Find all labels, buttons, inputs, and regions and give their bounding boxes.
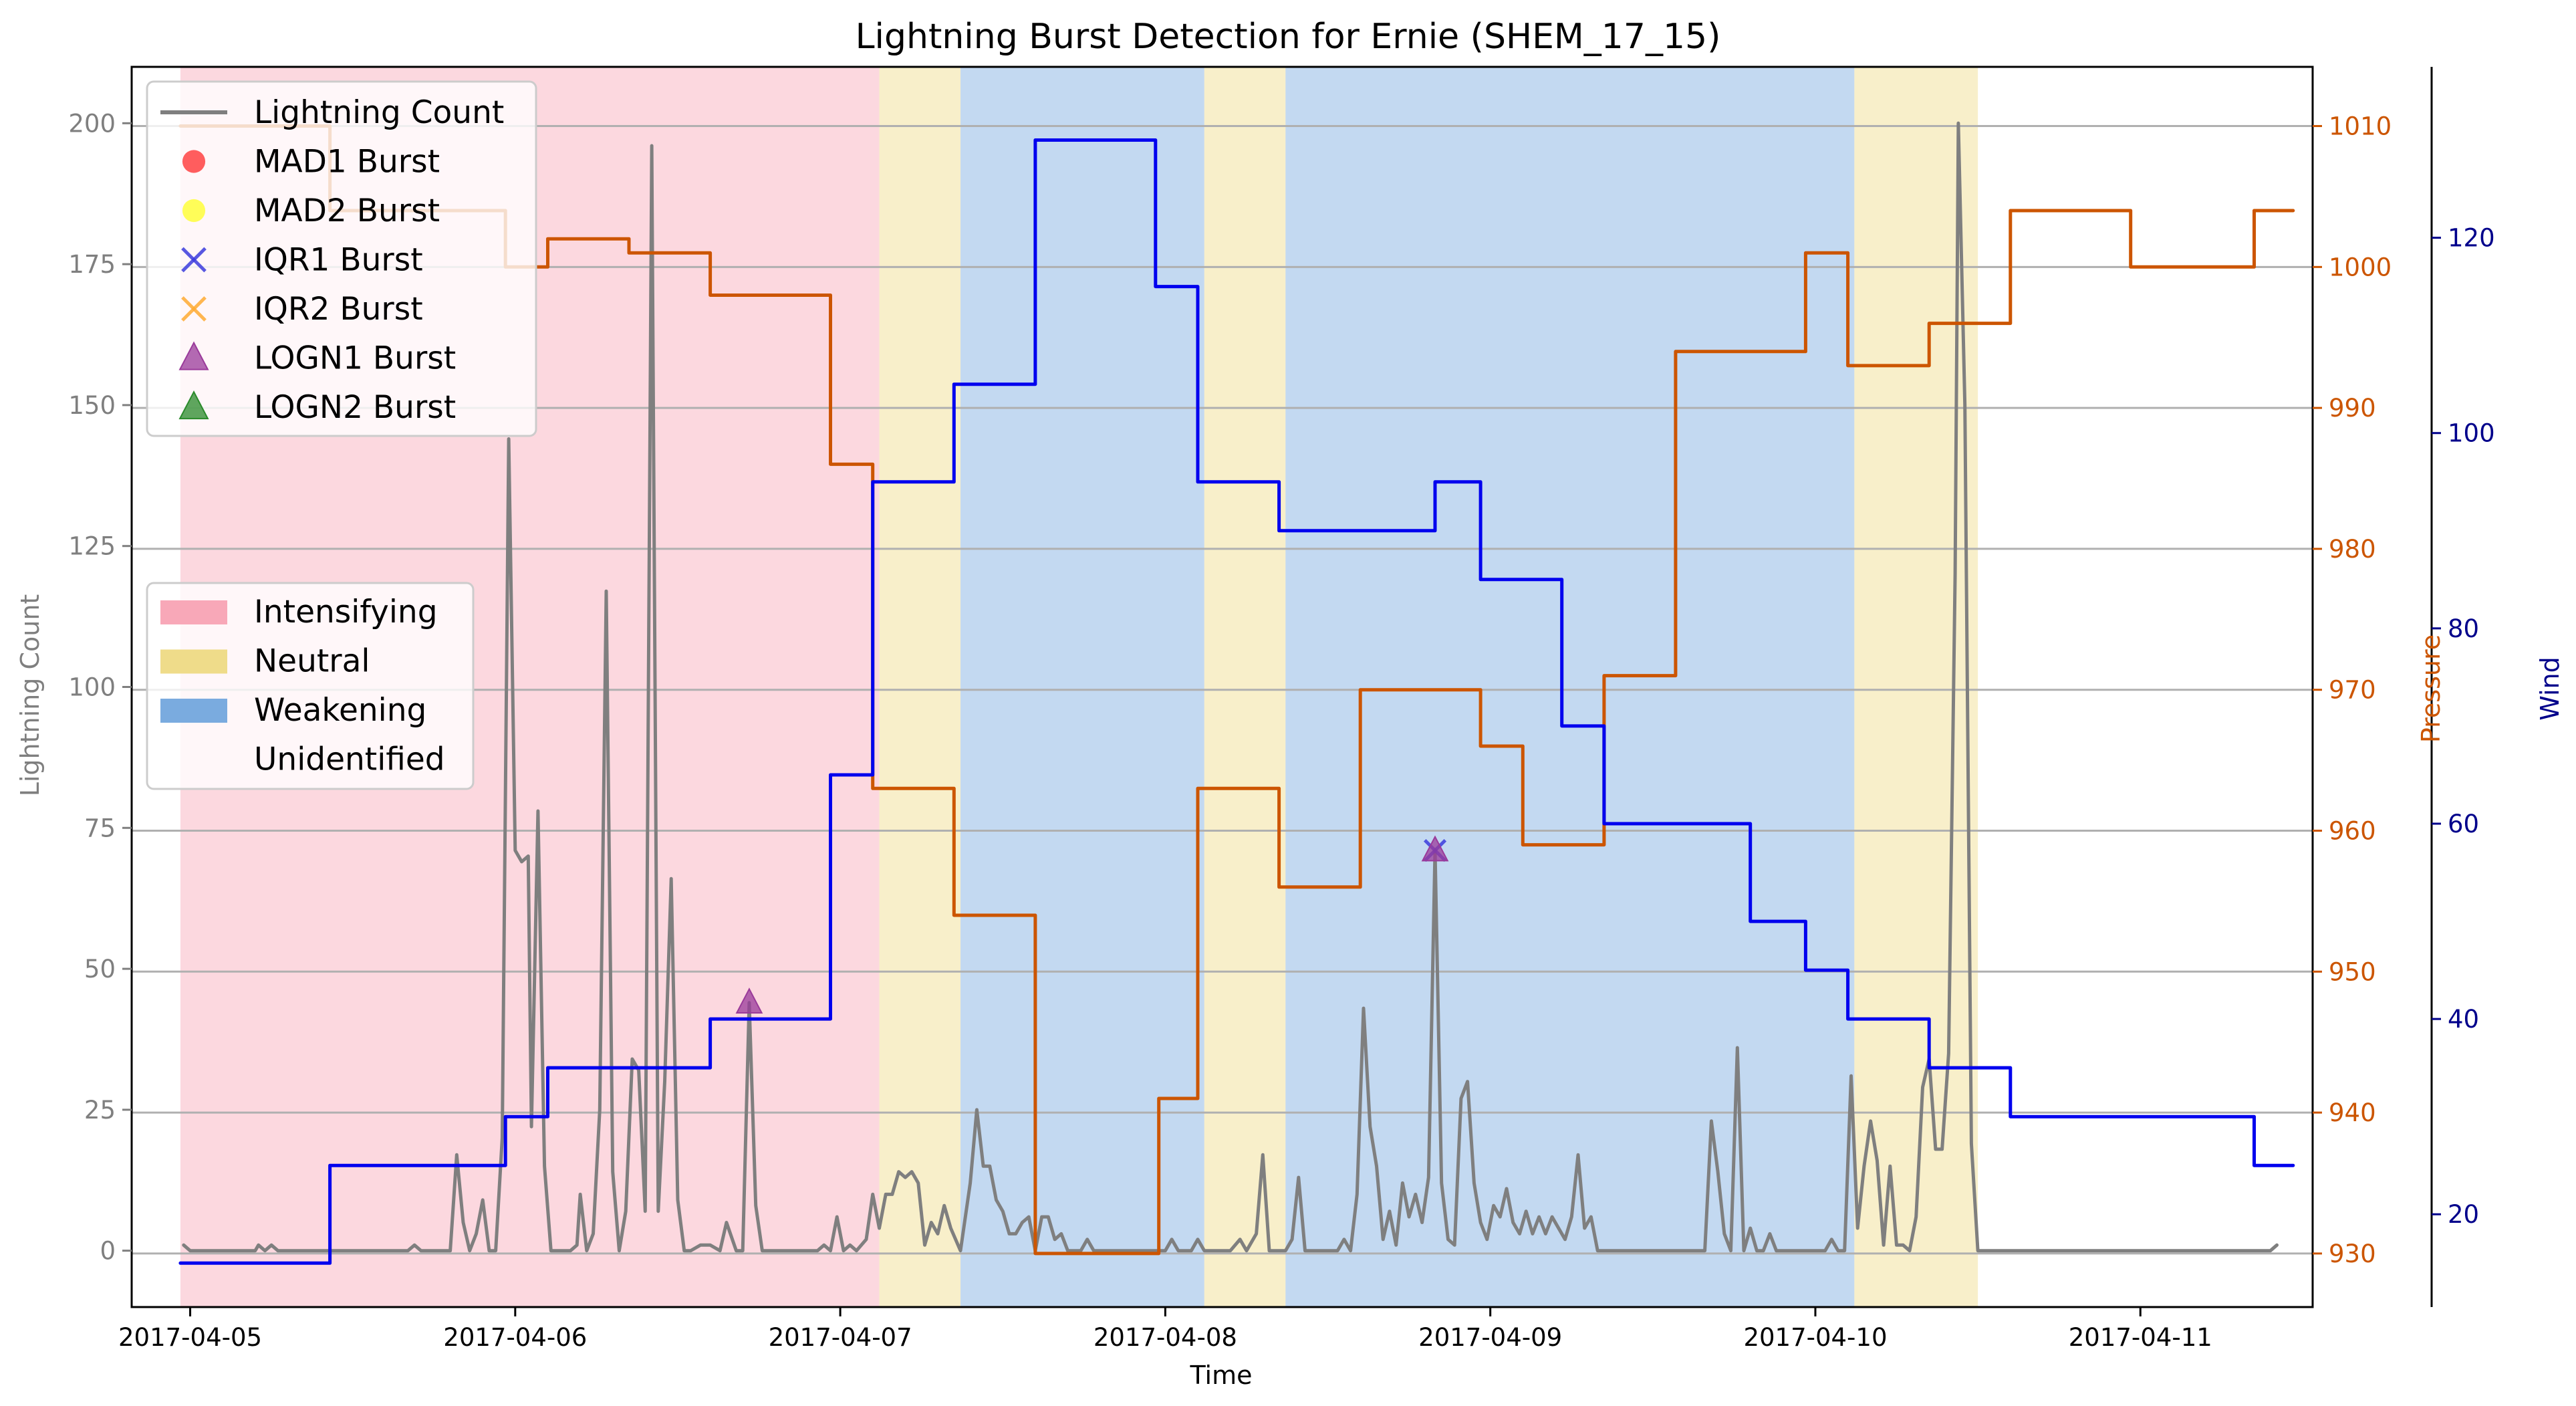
x-tick-label: 2017-04-11 [2069,1323,2212,1352]
y-tick-label-pressure: 930 [2329,1240,2376,1268]
legend-swatch-x-stroke [181,296,207,322]
legend-item-label: LOGN1 Burst [254,340,456,377]
legend-item-label: Lightning Count [254,94,504,131]
legends: Lightning Count MAD1 Burst MAD2 Burst IQR1 … [146,80,537,790]
y-tick-label-left: 150 [68,391,116,420]
legend-item-label: IQR1 Burst [254,242,423,279]
legend-swatch-patch [160,600,227,624]
legend-swatch-x-stroke [181,247,207,273]
y-tick-label-left: 25 [84,1096,116,1125]
y-tick-label-wind: 80 [2448,614,2479,643]
x-tick-label: 2017-04-06 [443,1323,587,1352]
burst-markers [735,835,1449,1014]
y-tick-label-left: 100 [68,673,116,702]
y-axis-label-left: Lightning Count [15,594,45,797]
series-line-wind [178,138,2295,1265]
y-axis-label-wind: Wind [2535,657,2565,721]
x-tick-label: 2017-04-09 [1418,1323,1562,1352]
legend-item: LOGN1 Burst [178,340,456,377]
y-tick-label-wind: 60 [2448,810,2479,838]
legend-swatch-triangle [178,341,209,370]
y-tick-label-left: 50 [84,955,116,983]
legend-item: MAD1 Burst [182,144,440,181]
phase-band-weakening [1285,67,1855,1307]
series-line-lightning-count [182,121,2279,1253]
y-tick-label-pressure: 940 [2329,1098,2376,1127]
y-tick-label-left: 200 [68,109,116,138]
burst-marker-logn1 [735,987,763,1014]
x-tick-label: 2017-04-05 [118,1323,262,1352]
legend-item: Weakening [160,692,426,729]
series-lines [178,121,2295,1265]
y-tick-label-pressure: 980 [2329,535,2376,564]
legend-item-label: Intensifying [254,594,438,630]
x-axis-label: Time [1190,1361,1253,1390]
y-axis-label-pressure: Pressure [2416,634,2446,743]
legend-item: LOGN2 Burst [178,389,456,426]
legend-item-label: MAD1 Burst [254,144,440,181]
legend-item-label: LOGN2 Burst [254,389,456,426]
chart-title: Lightning Burst Detection for Ernie (SHE… [856,17,1721,57]
legend-item: IQR2 Burst [181,291,423,328]
y-tick-label-left: 175 [68,250,116,279]
legend-item-label: Weakening [254,692,426,729]
burst-marker-logn1 [1421,835,1449,862]
legend-swatch-circle [182,150,206,173]
legend-bursts: Lightning Count MAD1 Burst MAD2 Burst IQR1 … [146,80,537,437]
legend-swatch-patch [160,649,227,674]
phase-band-neutral [1204,67,1286,1307]
y-tick-label-wind: 40 [2448,1005,2479,1034]
legend-bursts-frame [146,80,537,437]
x-tick-label: 2017-04-10 [1743,1323,1887,1352]
legend-swatch-x [181,247,207,273]
legend-item: Intensifying [160,594,438,630]
legend-phases: Intensifying Neutral Weakening Unidentified [146,582,475,790]
legend-item: IQR1 Burst [181,242,423,279]
legend-swatch-patch [160,699,227,723]
phase-band-neutral [879,67,961,1307]
y-tick-label-wind: 100 [2448,419,2495,448]
x-tick-label: 2017-04-07 [769,1323,912,1352]
legend-swatch-x [181,296,207,322]
y-tick-label-wind: 120 [2448,224,2495,253]
y-tick-label-left: 125 [68,532,116,561]
legend-item-label: IQR2 Burst [254,291,423,328]
y-tick-label-pressure: 1010 [2329,112,2392,141]
series-line-pressure [178,124,2295,1256]
legend-item-label: MAD2 Burst [254,193,440,229]
y-tick-label-left: 0 [100,1237,116,1266]
legend-item: Unidentified [254,741,445,778]
phase-band-weakening [960,67,1204,1307]
legend-swatch-triangle [178,390,209,420]
phase-band-neutral [1854,67,1978,1307]
y-tick-label-pressure: 1000 [2329,253,2392,281]
legend-item: Lightning Count [160,94,504,131]
legend-swatch-circle [182,199,206,223]
y-tick-label-pressure: 970 [2329,676,2376,705]
legend-item: MAD2 Burst [182,193,440,229]
y-tick-label-left: 75 [84,814,116,842]
y-tick-label-pressure: 950 [2329,957,2376,986]
legend-item-label: Neutral [254,643,370,680]
legend-phases-frame [146,582,475,790]
y-tick-label-pressure: 960 [2329,817,2376,846]
axes: 2017-04-05 2017-04-06 2017-04-07 2017-04-08… [68,66,2495,1352]
y-tick-label-wind: 20 [2448,1200,2479,1229]
x-tick-label: 2017-04-08 [1093,1323,1237,1352]
y-tick-label-pressure: 990 [2329,394,2376,423]
legend-item-label: Unidentified [254,741,445,778]
legend-item: Neutral [160,643,370,680]
